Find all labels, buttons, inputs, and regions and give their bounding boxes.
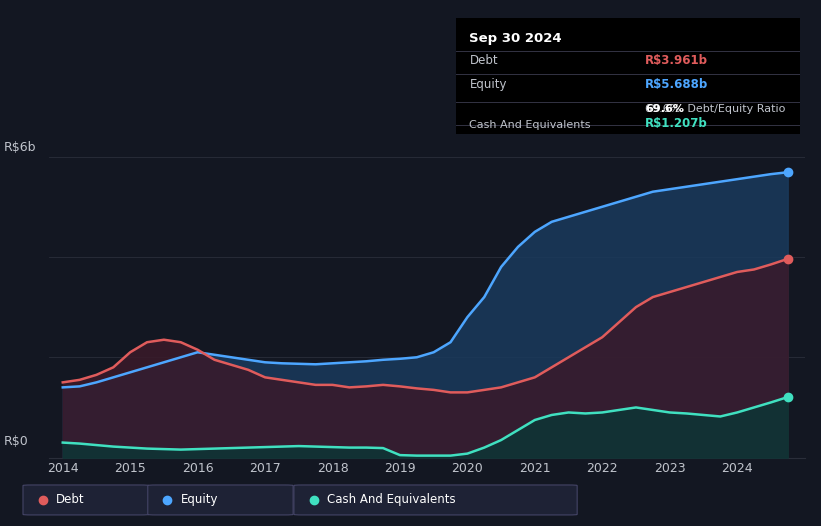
- Text: 69.6%: 69.6%: [645, 104, 685, 114]
- Text: Debt: Debt: [56, 493, 85, 506]
- FancyBboxPatch shape: [23, 485, 149, 515]
- Text: Debt: Debt: [470, 54, 498, 67]
- Text: Equity: Equity: [470, 78, 507, 91]
- Text: R$6b: R$6b: [4, 141, 36, 154]
- Text: Cash And Equivalents: Cash And Equivalents: [470, 119, 591, 129]
- Text: R$3.961b: R$3.961b: [645, 54, 709, 67]
- Text: R$5.688b: R$5.688b: [645, 78, 709, 91]
- Text: 69.6%  Debt/Equity Ratio: 69.6% Debt/Equity Ratio: [645, 104, 786, 114]
- Text: R$1.207b: R$1.207b: [645, 116, 708, 129]
- FancyBboxPatch shape: [148, 485, 293, 515]
- FancyBboxPatch shape: [294, 485, 577, 515]
- Text: Equity: Equity: [181, 493, 218, 506]
- Text: R$0: R$0: [4, 435, 29, 448]
- Text: Cash And Equivalents: Cash And Equivalents: [327, 493, 456, 506]
- Text: Sep 30 2024: Sep 30 2024: [470, 32, 562, 45]
